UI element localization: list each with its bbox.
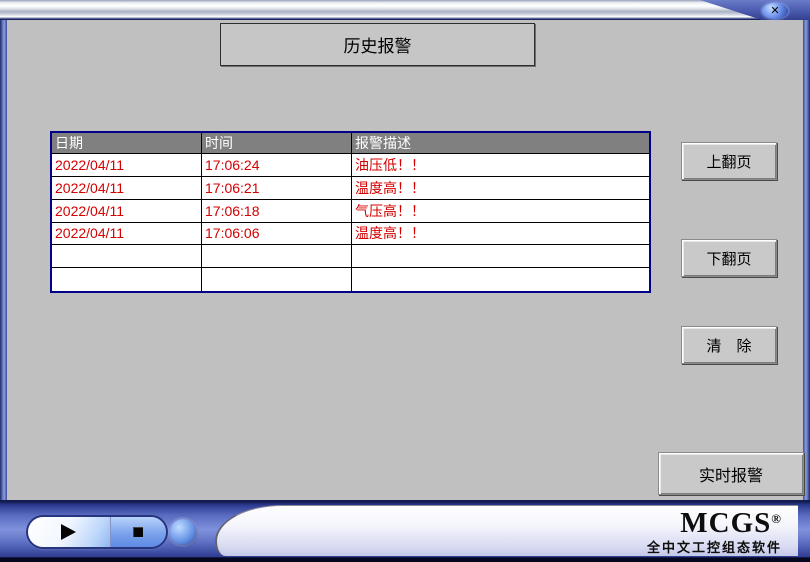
alarm-row-empty xyxy=(52,245,202,269)
page-down-button[interactable]: 下翻页 xyxy=(681,239,777,277)
registered-mark-icon: ® xyxy=(771,511,782,526)
alarm-row-time: 17:06:06 xyxy=(202,222,352,246)
alarm-row-date: 2022/04/11 xyxy=(52,199,202,223)
brand-panel: MCGS® 全中文工控组态软件 xyxy=(215,505,798,556)
play-icon xyxy=(61,524,77,540)
alarm-row-time: 17:06:21 xyxy=(202,176,352,200)
play-button[interactable] xyxy=(28,517,111,547)
alarm-row-description: 油压低！！ xyxy=(352,154,649,177)
titlebar: ✕ xyxy=(0,0,810,20)
window-border-right xyxy=(803,20,810,500)
column-header-time: 时间 xyxy=(202,133,352,154)
alarm-row-date: 2022/04/11 xyxy=(52,154,202,177)
alarm-row-empty xyxy=(202,245,352,269)
alarm-row-date: 2022/04/11 xyxy=(52,222,202,246)
alarm-row-empty xyxy=(52,268,202,291)
alarm-row-description: 温度高！！ xyxy=(352,176,649,200)
clear-button[interactable]: 清 除 xyxy=(681,326,777,364)
mcgs-logo-text: MCGS® xyxy=(680,507,782,539)
window-border-left xyxy=(0,20,7,500)
alarm-row-empty xyxy=(352,245,649,269)
column-header-description: 报警描述 xyxy=(352,133,649,154)
close-icon[interactable]: ✕ xyxy=(762,3,788,19)
alarm-row-time: 17:06:18 xyxy=(202,199,352,223)
alarm-row-description: 气压高！！ xyxy=(352,199,649,223)
stop-button[interactable] xyxy=(110,517,166,547)
realtime-alarm-button[interactable]: 实时报警 xyxy=(658,452,804,495)
run-control-pill xyxy=(28,517,166,547)
titlebar-silver-swoosh xyxy=(0,0,762,20)
runtime-bottom-bar: MCGS® 全中文工控组态软件 xyxy=(0,500,810,562)
alarm-row-time: 17:06:24 xyxy=(202,154,352,177)
alarm-row-empty xyxy=(202,268,352,291)
decorative-knob xyxy=(170,519,196,545)
alarm-history-table: 日期 时间 报警描述 2022/04/11 17:06:24 油压低！！ 202… xyxy=(50,131,651,293)
column-header-date: 日期 xyxy=(52,133,202,154)
mcgs-logo: MCGS® 全中文工控组态软件 xyxy=(647,506,782,556)
page-title: 历史报警 xyxy=(220,23,535,66)
mcgs-logo-subtitle: 全中文工控组态软件 xyxy=(646,540,782,555)
stop-icon xyxy=(133,527,144,537)
alarm-row-description: 温度高！！ xyxy=(352,222,649,246)
alarm-row-date: 2022/04/11 xyxy=(52,176,202,200)
page-up-button[interactable]: 上翻页 xyxy=(681,142,777,180)
alarm-row-empty xyxy=(352,268,649,291)
